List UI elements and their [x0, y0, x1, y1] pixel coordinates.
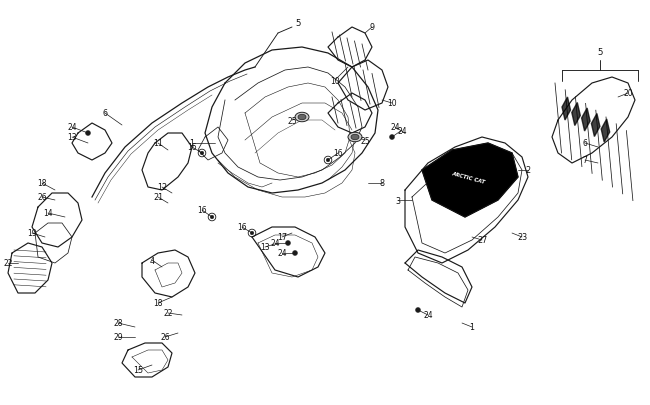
Circle shape	[86, 131, 90, 136]
Text: 13: 13	[260, 243, 270, 252]
Text: 8: 8	[380, 179, 385, 188]
Circle shape	[285, 241, 291, 246]
Text: 29: 29	[113, 333, 123, 342]
Text: 16: 16	[333, 149, 343, 158]
Text: 24: 24	[390, 123, 400, 132]
Text: ARCTIC CAT: ARCTIC CAT	[450, 171, 486, 184]
Text: 1: 1	[190, 139, 194, 148]
Text: 18: 18	[37, 179, 47, 188]
Text: 9: 9	[369, 23, 374, 32]
Text: 25: 25	[287, 116, 297, 125]
Text: 22: 22	[163, 309, 173, 318]
Text: 26: 26	[160, 333, 170, 342]
Text: 16: 16	[237, 223, 247, 232]
Text: 6: 6	[103, 109, 107, 118]
Text: 1: 1	[469, 323, 474, 332]
Ellipse shape	[351, 135, 359, 141]
Text: 24: 24	[277, 249, 287, 258]
Text: 3: 3	[395, 196, 400, 205]
Polygon shape	[562, 98, 571, 121]
Polygon shape	[572, 103, 580, 126]
Text: 20: 20	[623, 89, 633, 98]
Text: 10: 10	[387, 99, 396, 108]
Text: 24: 24	[67, 123, 77, 132]
Polygon shape	[592, 114, 600, 137]
Text: 7: 7	[582, 156, 588, 165]
Text: 10: 10	[330, 76, 340, 85]
Text: 22: 22	[3, 259, 13, 268]
Text: 24: 24	[270, 239, 280, 248]
Circle shape	[389, 135, 395, 140]
Ellipse shape	[298, 115, 306, 120]
Text: 23: 23	[517, 233, 527, 242]
Text: 24: 24	[423, 311, 433, 320]
Text: 26: 26	[37, 193, 47, 202]
Circle shape	[200, 152, 204, 156]
Text: 5: 5	[597, 48, 603, 58]
Polygon shape	[601, 120, 610, 143]
Text: 21: 21	[153, 193, 163, 202]
Text: 25: 25	[360, 136, 370, 145]
Text: 5: 5	[295, 19, 301, 28]
Text: 16: 16	[187, 143, 197, 152]
Text: 6: 6	[582, 139, 588, 148]
Ellipse shape	[348, 133, 362, 143]
Polygon shape	[422, 144, 518, 217]
Circle shape	[415, 308, 421, 313]
Circle shape	[326, 159, 330, 162]
Circle shape	[210, 216, 214, 219]
Ellipse shape	[295, 113, 309, 122]
Text: 16: 16	[197, 206, 207, 215]
Text: 27: 27	[477, 236, 487, 245]
Text: 17: 17	[277, 233, 287, 242]
Text: 19: 19	[27, 229, 37, 238]
Text: 4: 4	[150, 256, 155, 265]
Circle shape	[250, 232, 254, 235]
Text: 11: 11	[153, 139, 163, 148]
Text: 2: 2	[525, 166, 530, 175]
Text: 13: 13	[67, 133, 77, 142]
Text: 28: 28	[113, 319, 123, 328]
Circle shape	[292, 251, 298, 256]
Text: 18: 18	[153, 299, 162, 308]
Text: 14: 14	[43, 209, 53, 218]
Text: 12: 12	[157, 183, 167, 192]
Text: 24: 24	[397, 126, 407, 135]
Text: 15: 15	[133, 366, 143, 375]
Polygon shape	[582, 109, 590, 132]
